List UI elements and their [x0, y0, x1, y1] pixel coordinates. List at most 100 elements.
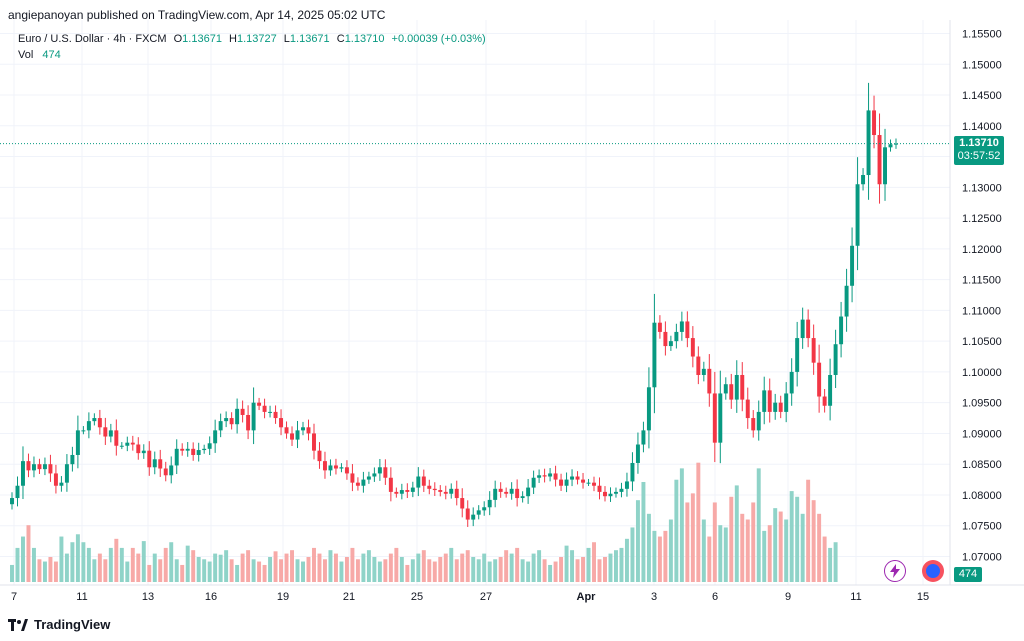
candle-body [53, 473, 58, 486]
candle-body [603, 491, 607, 497]
volume-bar [284, 553, 289, 582]
candle-body [454, 488, 459, 499]
volume-bar [652, 530, 657, 582]
candle-body [366, 476, 371, 480]
candle-body [740, 374, 745, 400]
ohlc-legend: Euro / U.S. Dollar · 4h · FXCM O1.13671 … [18, 33, 486, 45]
candle-body [103, 427, 108, 437]
candle-body [218, 421, 223, 431]
volume-bar [37, 559, 42, 582]
close-value: 1.13710 [344, 33, 385, 45]
candle-body [15, 485, 20, 499]
volume-bar [657, 536, 662, 582]
volume-bar [147, 564, 152, 582]
candle-body [240, 408, 245, 415]
candle-body [64, 464, 69, 483]
candle-body [372, 473, 377, 477]
volume-bar [290, 550, 295, 582]
candle-body [482, 507, 487, 511]
volume-bar [520, 559, 525, 582]
volume-bar [504, 550, 509, 582]
candle-body [416, 476, 421, 488]
bar-countdown: 03:57:52 [957, 150, 1001, 162]
candle-body [306, 427, 311, 434]
volume-bar [476, 559, 481, 582]
price-tick-label: 1.12500 [962, 213, 1002, 225]
volume-bar [229, 559, 234, 582]
candle-body [163, 468, 168, 476]
volume-bar [240, 553, 245, 582]
candle-body [344, 467, 349, 474]
candle-body [526, 487, 531, 497]
candle-body [504, 491, 509, 494]
candle-body [696, 356, 701, 375]
open-label: O [173, 33, 183, 45]
candle-body [333, 465, 338, 469]
candle-body [553, 473, 558, 480]
flash-icon[interactable] [884, 560, 906, 582]
symbol-label[interactable]: Euro / U.S. Dollar · 4h · FXCM [18, 33, 167, 45]
candle-body [844, 285, 849, 317]
volume-bar [817, 513, 822, 582]
candle-body [26, 461, 31, 471]
candle-body [668, 341, 673, 347]
volume-bar [185, 545, 190, 582]
globe-icon[interactable] [922, 560, 944, 582]
candle-body [70, 454, 75, 465]
volume-bar [130, 547, 135, 582]
volume-bar [531, 553, 536, 582]
volume-bar [394, 547, 399, 582]
candle-body [224, 418, 229, 422]
volume-bar [762, 530, 767, 582]
volume-bar [542, 559, 547, 582]
volume-bar [158, 559, 163, 582]
change-value: +0.00039 (+0.03%) [391, 33, 486, 45]
candle-body [339, 467, 344, 469]
volume-bar [312, 547, 316, 582]
candle-body [97, 418, 102, 428]
candle-body [136, 444, 141, 454]
candle-body [872, 110, 877, 136]
volume-bar [789, 491, 794, 582]
candle-body [531, 477, 536, 488]
volume-bar [366, 550, 371, 582]
candle-body [262, 405, 267, 412]
candle-body [295, 430, 300, 440]
candle-body [712, 393, 717, 443]
volume-bar [224, 550, 229, 582]
footer-brand[interactable]: TradingView [8, 617, 110, 632]
volume-bar [811, 500, 816, 582]
volume-bar [21, 536, 25, 582]
candle-body [361, 479, 366, 486]
volume-bar [630, 527, 635, 582]
volume-bar [405, 564, 410, 582]
volume-bar [679, 468, 684, 582]
candle-body [619, 488, 624, 492]
volume-bar [64, 553, 69, 582]
candle-body [196, 450, 201, 455]
footer-brand-label: TradingView [34, 617, 111, 632]
candle-body [383, 467, 388, 478]
volume-bar [279, 559, 284, 582]
volume-bar [745, 519, 750, 582]
price-tick-label: 1.08500 [962, 459, 1002, 471]
time-tick-label: 13 [142, 591, 154, 603]
candle-body [866, 110, 871, 176]
candle-body [657, 322, 662, 332]
price-axis[interactable]: 1.155001.150001.145001.140001.135001.130… [962, 29, 1002, 564]
volume-bar [619, 547, 624, 582]
volume-value: 474 [42, 49, 61, 61]
last-price-tag: 1.13710 03:57:52 [954, 136, 1004, 165]
candle-body [438, 490, 443, 492]
volume-bar [48, 557, 53, 582]
price-tick-label: 1.11500 [962, 275, 1001, 287]
price-tick-label: 1.08000 [962, 490, 1002, 502]
price-tick-label: 1.13000 [962, 182, 1002, 194]
time-axis[interactable]: 7 11 13 16 19 21 25 27 Apr 3 6 9 11 15 [11, 591, 929, 603]
time-tick-label: 11 [76, 591, 87, 603]
time-tick-label: 25 [411, 591, 423, 603]
volume-bar [603, 557, 607, 582]
price-tick-label: 1.10000 [962, 367, 1002, 379]
volume-bar [317, 553, 322, 582]
